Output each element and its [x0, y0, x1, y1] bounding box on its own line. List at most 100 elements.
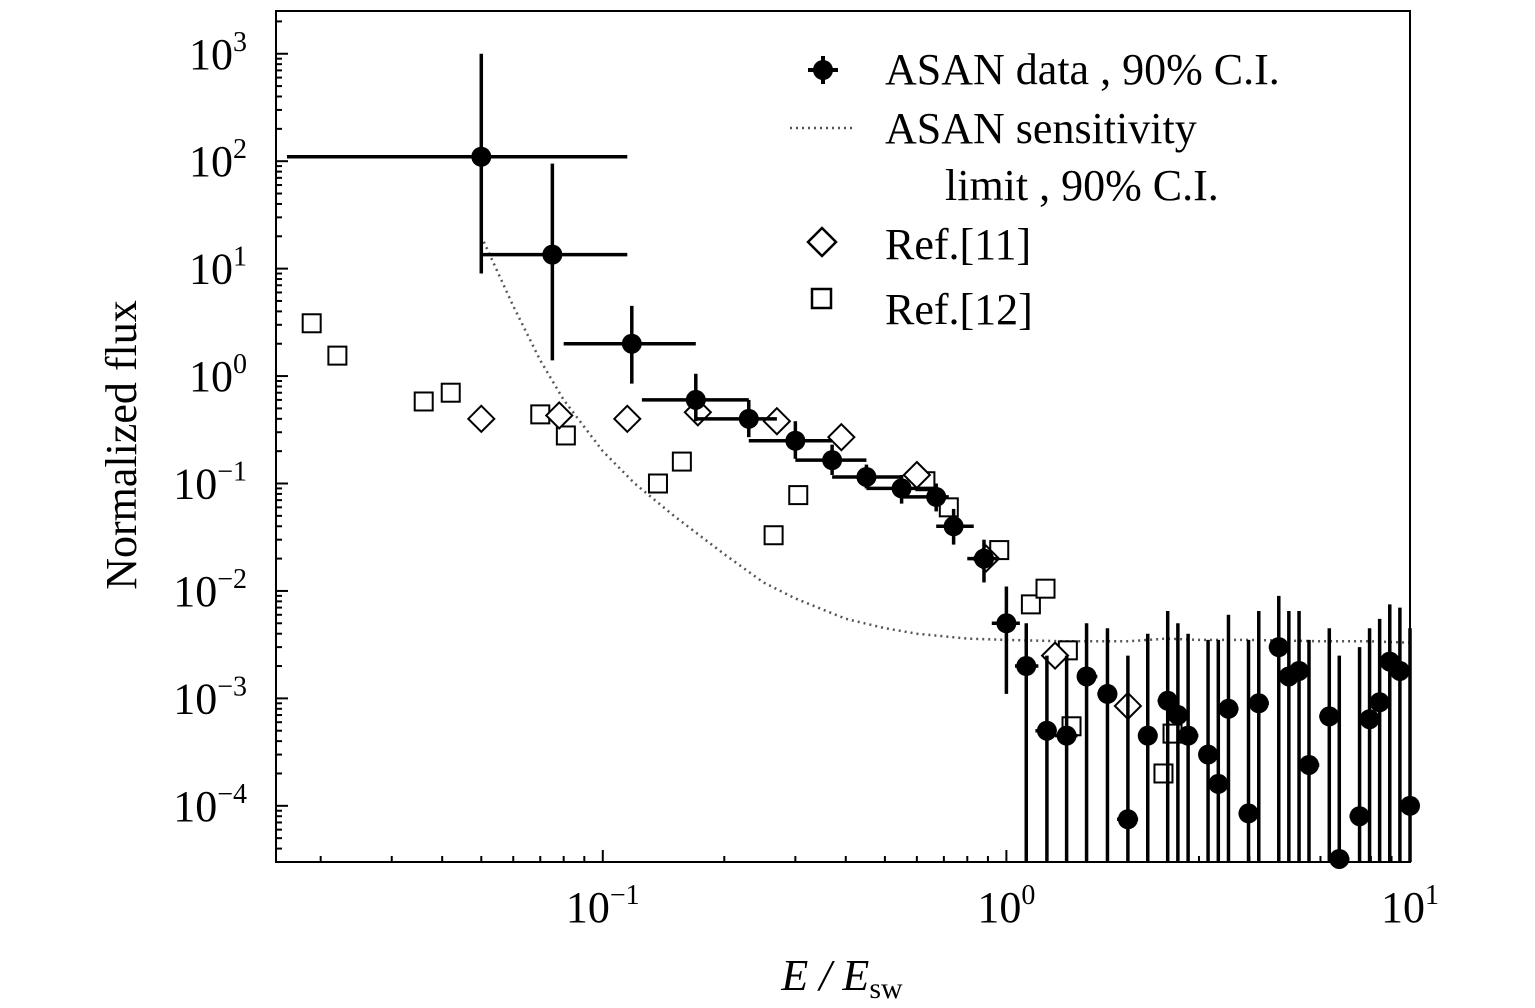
asan-marker [1319, 706, 1340, 727]
asan-data-point [1399, 628, 1420, 862]
asan-marker [1329, 848, 1350, 869]
asan-data-point [1248, 611, 1269, 862]
asan-marker [856, 466, 877, 487]
asan-data-point [936, 508, 974, 545]
asan-marker [1369, 692, 1390, 713]
asan-data-point [1137, 633, 1158, 862]
asan-marker [1167, 705, 1188, 726]
ref11-diamond-point [762, 406, 792, 436]
ref12-square-point [763, 525, 784, 546]
asan-data-point [286, 53, 628, 274]
legend-label-sensitivity-line2: limit , 90% C.I. [945, 161, 1219, 210]
asan-data-point [832, 464, 902, 489]
ref12-square-point [555, 425, 576, 446]
ref12-square-point [647, 473, 668, 494]
x-axis-label-main: E / E [780, 951, 869, 1000]
asan-data-point [1329, 655, 1350, 869]
ref11-diamond-point [544, 401, 574, 430]
legend-item-ref12: Ref.[12] [810, 285, 1033, 334]
ref11-diamond-point [826, 422, 856, 452]
asan-marker [1208, 773, 1229, 794]
y-axis-label: Normalized flux [97, 300, 146, 590]
ref11-diamond-point [466, 404, 496, 434]
asan-data-point [1014, 623, 1039, 862]
asan-marker [785, 430, 806, 451]
legend-label-sensitivity-line1: ASAN sensitivity [885, 104, 1197, 153]
ref11-diamond-point [612, 404, 642, 434]
asan-data-point [1177, 633, 1199, 862]
x-tick-label: 10−1 [566, 880, 640, 932]
asan-data-point [1055, 655, 1078, 862]
asan-data-point [901, 483, 949, 512]
asan-marker [1137, 725, 1158, 746]
asan-marker [996, 613, 1017, 634]
y-tick-label: 10−3 [173, 671, 247, 723]
asan-marker [1248, 693, 1269, 714]
asan-marker [926, 486, 947, 507]
asan-data-point [563, 305, 696, 384]
asan-marker [1056, 725, 1077, 746]
legend-item-asan-data: ASAN data , 90% C.I. [808, 45, 1280, 94]
asan-marker [943, 516, 964, 537]
ref12-square-point [1153, 763, 1174, 784]
asan-data-point [1298, 639, 1320, 862]
asan-marker [1076, 666, 1097, 687]
asan-data-point [1097, 628, 1118, 862]
asan-marker [822, 450, 843, 471]
asan-marker [542, 244, 563, 265]
asan-data-point [1157, 611, 1178, 862]
data-series [286, 53, 1420, 869]
asan-data-point [1238, 639, 1259, 862]
legend-marker-filled-circle [813, 60, 833, 80]
asan-marker [1157, 690, 1178, 711]
asan-marker [1298, 754, 1319, 775]
ref12-square-point [413, 391, 434, 412]
asan-marker [1016, 656, 1037, 677]
asan-data-point [1117, 655, 1139, 862]
y-tick-label: 10−1 [173, 457, 247, 509]
asan-data-point [1076, 623, 1098, 862]
asan-data-point [1208, 639, 1229, 862]
x-axis-label-sub: sw [869, 972, 903, 1005]
x-axis-label: E / Esw [780, 951, 903, 1005]
asan-marker [1400, 795, 1420, 816]
ref12-square-point [788, 485, 809, 506]
asan-data-point [481, 163, 628, 361]
legend-item-sensitivity-limit: ASAN sensitivity limit , 90% C.I. [790, 104, 1219, 210]
asan-marker [738, 408, 759, 429]
asan-data-point [641, 373, 749, 422]
asan-marker [1198, 744, 1219, 765]
y-tick-label: 101 [189, 242, 247, 294]
ref12-square-point [440, 382, 461, 403]
legend: ASAN data , 90% C.I. ASAN sensitivity li… [790, 45, 1280, 334]
y-tick-label: 10−2 [173, 564, 247, 616]
asan-data-point [1319, 628, 1340, 862]
legend-label-ref12: Ref.[12] [885, 285, 1033, 334]
asan-data-point [795, 444, 867, 476]
asan-data-point [1389, 607, 1410, 862]
asan-data-point [1035, 655, 1057, 862]
asan-marker [973, 548, 994, 569]
y-tick-label: 102 [189, 134, 247, 186]
legend-marker-open-diamond [806, 226, 838, 258]
asan-data-point [1268, 595, 1289, 862]
asan-data-point [1167, 623, 1189, 862]
y-tick-labels: 103 102 101 100 10−1 10−2 10−3 10−4 [173, 27, 247, 831]
ref12-square-point [327, 345, 348, 366]
legend-label-ref11: Ref.[11] [885, 220, 1031, 269]
asan-marker [1178, 725, 1199, 746]
ref12-square-point [1020, 594, 1041, 615]
legend-label-asan-data: ASAN data , 90% C.I. [885, 45, 1280, 94]
asan-marker [1238, 803, 1259, 824]
asan-marker [1117, 809, 1138, 830]
asan-marker [621, 333, 642, 354]
y-tick-label: 100 [189, 349, 247, 401]
asan-marker [1218, 698, 1239, 719]
y-tick-label: 10−4 [173, 779, 247, 831]
asan-data-point [1198, 639, 1219, 862]
asan-data-point [1359, 628, 1380, 862]
asan-data-point [695, 399, 777, 438]
ref12-square-point [671, 451, 692, 472]
asan-marker [685, 389, 706, 410]
